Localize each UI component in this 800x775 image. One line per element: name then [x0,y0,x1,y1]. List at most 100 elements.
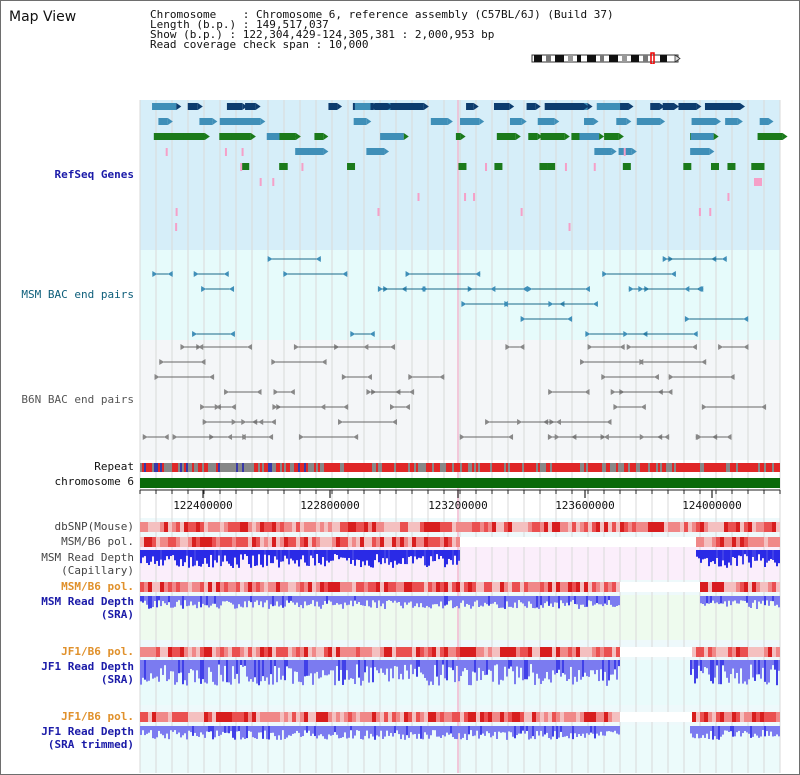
depth-bar [336,596,338,604]
depth-bar [276,660,278,683]
heat-cell [772,522,776,532]
heat-cell [760,712,764,722]
heat-cell [492,522,496,532]
heat-cell [400,522,404,532]
depth-bar [346,596,348,606]
gene-feature [231,133,251,140]
depth-bar [362,660,364,681]
depth-bar [452,596,454,609]
bac-end-icon [409,389,415,395]
depth-bar [236,660,238,674]
bac-end-icon [610,389,616,395]
depth-bar [444,660,446,679]
heat-cell [260,522,264,532]
heat-cell [576,522,580,532]
heat-cell [664,522,668,532]
depth-bar [156,550,158,561]
heat-cell [740,647,744,657]
depth-bar [576,726,578,738]
gene-feature [540,133,565,140]
depth-bar [768,550,770,561]
depth-bar [768,660,770,683]
depth-bar [366,596,368,601]
bac-end-icon [258,419,264,425]
depth-bar [338,596,340,605]
gene-feature [650,103,660,110]
depth-bar [520,726,522,734]
gene-feature [596,103,621,110]
depth-bar [178,726,180,733]
heat-cell [388,537,392,547]
depth-bar [726,726,728,731]
heat-cell [248,537,252,547]
heat-cell [484,712,488,722]
depth-bar [758,550,760,555]
depth-bar [546,726,548,733]
heat-cell [216,522,220,532]
depth-bar [554,660,556,675]
heat-cell [352,537,356,547]
bac-end-icon [366,389,372,395]
depth-bar [266,550,268,566]
depth-bar [520,660,522,668]
heat-cell [584,582,588,592]
gene-feature [458,163,467,170]
bac-end-icon [639,359,645,365]
heat-cell [252,537,256,547]
depth-bar [512,660,514,672]
depth-bar [698,550,700,559]
pink-marker [754,178,762,186]
repeat-segment [686,463,688,472]
bac-end-icon [343,404,349,410]
heat-cell [272,537,276,547]
gene-feature [757,133,783,140]
heat-cell [712,522,716,532]
heat-cell [368,647,372,657]
heat-cell [204,582,208,592]
depth-bar [462,660,464,672]
heat-cell [736,647,740,657]
heat-cell [320,522,324,532]
heat-cell [556,537,560,547]
depth-bar [690,726,692,734]
depth-bar [256,550,258,566]
depth-bar [522,726,524,731]
heat-cell [492,582,496,592]
heat-cell [388,522,392,532]
heat-cell [632,522,636,532]
heat-cell [184,712,188,722]
depth-bar [530,660,532,665]
heat-cell [140,712,144,722]
heat-cell [288,582,292,592]
repeat-segment [602,463,604,472]
heat-cell [620,537,624,547]
heat-cell [528,582,532,592]
depth-bar [582,726,584,734]
gene-arrow-icon [631,148,637,155]
chromosome-ideogram[interactable] [530,52,682,64]
repeat-segment [144,463,146,472]
depth-bar [778,726,780,737]
heat-cell [160,537,164,547]
repeat-segment [314,463,316,472]
repeat-segment [276,463,278,472]
depth-bar [362,550,364,562]
bac-end-icon [547,434,553,440]
heat-cell [144,582,148,592]
depth-bar [530,726,532,739]
depth-bar [758,726,760,738]
depth-bar [436,726,438,737]
repeat-segment [536,463,538,472]
depth-bar [284,550,286,556]
depth-bar [608,660,610,681]
depth-bar [474,660,476,673]
heat-cell [692,522,696,532]
depth-bar [354,596,356,601]
heat-cell [228,712,232,722]
depth-bar [178,550,180,567]
depth-bar [234,550,236,558]
gene-feature [622,163,631,170]
depth-bar [162,596,164,602]
depth-bar [572,596,574,601]
